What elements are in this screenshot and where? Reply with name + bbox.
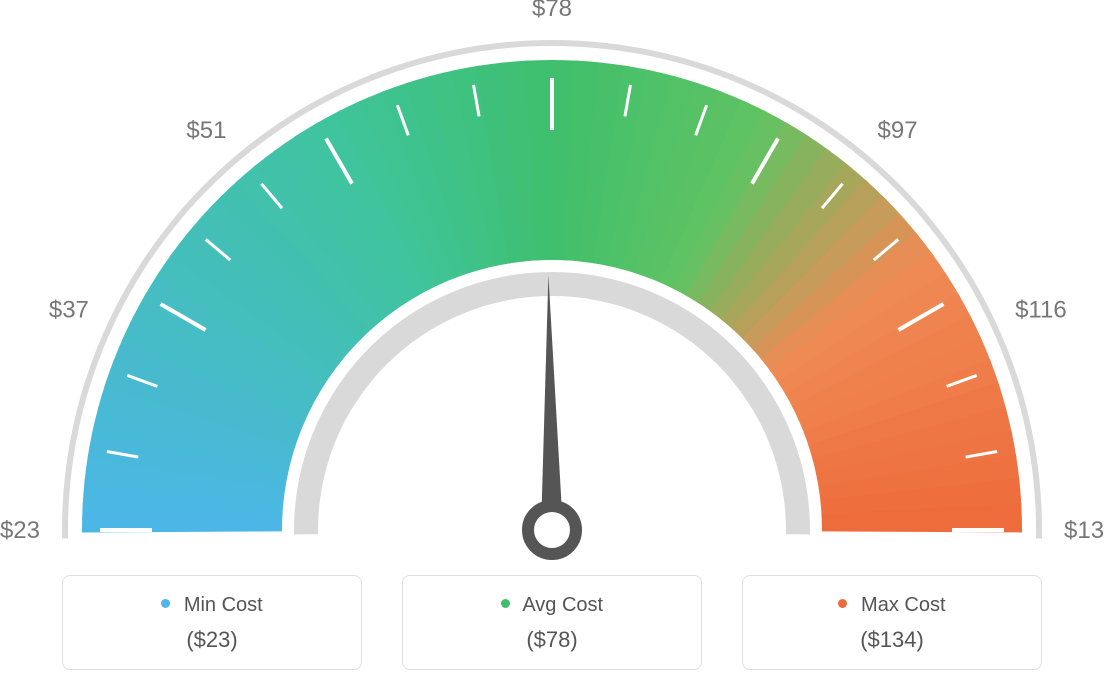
- gauge-chart: $23 $37 $51 $78 $97 $116 $134: [0, 0, 1104, 560]
- dot-icon: [838, 599, 847, 608]
- svg-text:$51: $51: [186, 117, 226, 144]
- legend-value: ($78): [413, 627, 691, 653]
- svg-text:$37: $37: [49, 296, 89, 323]
- svg-text:$97: $97: [878, 117, 918, 144]
- dot-icon: [161, 599, 170, 608]
- gauge-svg: $23 $37 $51 $78 $97 $116 $134: [0, 0, 1104, 560]
- legend-label-text: Min Cost: [184, 594, 263, 616]
- legend-card-min: Min Cost ($23): [62, 575, 362, 670]
- svg-text:$116: $116: [1015, 296, 1067, 323]
- svg-text:$23: $23: [0, 517, 40, 544]
- legend-card-avg: Avg Cost ($78): [402, 575, 702, 670]
- legend-label: Max Cost: [753, 594, 1031, 617]
- legend-card-max: Max Cost ($134): [742, 575, 1042, 670]
- svg-text:$78: $78: [532, 0, 572, 22]
- dot-icon: [501, 599, 510, 608]
- legend-label-text: Max Cost: [861, 594, 945, 616]
- legend-value: ($134): [753, 627, 1031, 653]
- svg-text:$134: $134: [1064, 517, 1104, 544]
- legend-row: Min Cost ($23) Avg Cost ($78) Max Cost (…: [0, 575, 1104, 670]
- legend-value: ($23): [73, 627, 351, 653]
- legend-label: Avg Cost: [413, 594, 691, 617]
- legend-label-text: Avg Cost: [522, 594, 603, 616]
- legend-label: Min Cost: [73, 594, 351, 617]
